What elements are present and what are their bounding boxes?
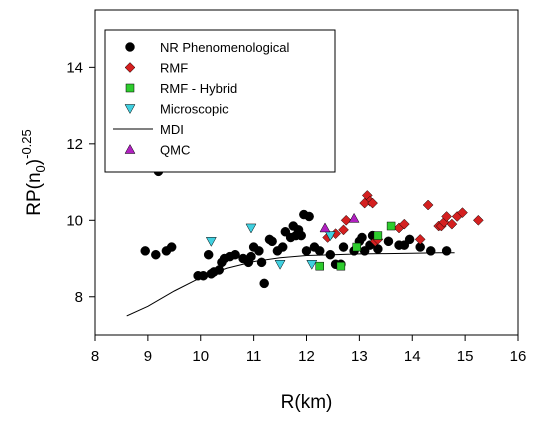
legend-symbol-microscopic <box>124 104 136 115</box>
y-axis-title: RP(n0)-0.25 <box>19 129 48 216</box>
y-tick-label: 12 <box>66 136 83 153</box>
legend-symbol-rmf-hybrid <box>125 83 135 93</box>
data-marks-layer <box>126 166 484 317</box>
x-tick-label: 11 <box>246 348 262 365</box>
rmf-point <box>367 197 378 209</box>
nr-phenomenological-point <box>166 242 177 252</box>
legend-symbol-qmc <box>124 143 136 154</box>
axis-labels-layer: 8 9 10 11 12 13 14 15 16 8 10 12 14 R(km) RP(n0)-0.25 <box>19 59 526 413</box>
plot-frame-layer <box>89 9 519 341</box>
rmf-hybrid-point <box>386 221 396 231</box>
y-tick-label: 14 <box>66 59 83 76</box>
y-tick-label: 10 <box>66 212 83 229</box>
rmf-point <box>422 199 434 211</box>
nr-phenomenological-point <box>404 234 415 245</box>
x-tick-label: 12 <box>298 348 315 365</box>
legend-label-qmc: QMC <box>160 143 190 158</box>
rmf-point <box>472 214 484 226</box>
rmf-hybrid-point <box>373 231 383 240</box>
rmf-point <box>414 234 426 245</box>
x-tick-label: 14 <box>404 348 421 365</box>
nr-phenomenological-point <box>230 249 240 260</box>
legend-box <box>104 29 336 173</box>
nr-phenomenological-point <box>267 236 277 247</box>
legend: NR Phenomenological RMF RMF - Hybrid Micros… <box>104 29 336 173</box>
microscopic-point <box>306 260 318 270</box>
nr-phenomenological-point <box>259 278 269 289</box>
nr-phenomenological-point <box>203 249 214 260</box>
nr-phenomenological-point <box>301 246 312 256</box>
legend-label-rmf: RMF <box>160 61 188 76</box>
mdi-curve <box>126 252 455 317</box>
legend-label-mdi: MDI <box>160 122 184 137</box>
nr-phenomenological-point <box>296 230 306 241</box>
nr-phenomenological-point <box>426 246 436 256</box>
legend-label-rmf-hybrid: RMF - Hybrid <box>160 81 237 96</box>
legend-label-microscopic: Microscopic <box>160 102 229 117</box>
rmf-point <box>359 197 371 209</box>
nr-phenomenological-point <box>140 246 150 256</box>
x-tick-label: 9 <box>144 348 152 365</box>
x-tick-label: 13 <box>351 348 368 365</box>
x-tick-label: 15 <box>457 348 474 365</box>
legend-label-nr-phenomenological: NR Phenomenological <box>160 40 289 55</box>
rmf-point <box>446 218 458 230</box>
microscopic-point <box>205 237 217 247</box>
y-tick-label: 8 <box>75 289 83 306</box>
qmc-point <box>348 212 360 223</box>
qmc-point <box>319 222 331 233</box>
rmf-point <box>398 218 410 230</box>
rmf-point <box>441 211 452 222</box>
nr-phenomenological-point <box>246 251 256 262</box>
x-tick-label: 8 <box>91 348 99 365</box>
nr-phenomenological-point <box>383 236 394 247</box>
nr-phenomenological-point <box>151 249 161 260</box>
rmf-point <box>340 214 352 226</box>
microscopic-point <box>324 231 336 242</box>
rmf-hybrid-point <box>336 261 346 271</box>
x-tick-label: 10 <box>192 348 209 365</box>
x-axis-title: R(km) <box>281 392 333 413</box>
rmf-point <box>338 224 349 236</box>
nr-phenomenological-point <box>277 242 288 252</box>
nr-phenomenological-point <box>338 242 349 252</box>
nr-phenomenological-point <box>254 246 264 256</box>
rmf-point <box>457 207 468 219</box>
legend-symbol-rmf <box>124 62 136 73</box>
microscopic-point <box>245 223 257 234</box>
x-tick-label: 16 <box>510 348 527 365</box>
nr-phenomenological-point <box>314 246 325 256</box>
rmf-hybrid-point <box>352 242 361 252</box>
legend-symbol-nr-phenomenological <box>125 42 135 52</box>
nr-phenomenological-point <box>304 211 314 222</box>
rmf-hybrid-point <box>315 261 324 271</box>
nr-phenomenological-point <box>357 232 367 243</box>
nr-phenomenological-point <box>441 246 452 256</box>
nr-phenomenological-point <box>256 257 267 268</box>
microscopic-point <box>274 260 286 270</box>
